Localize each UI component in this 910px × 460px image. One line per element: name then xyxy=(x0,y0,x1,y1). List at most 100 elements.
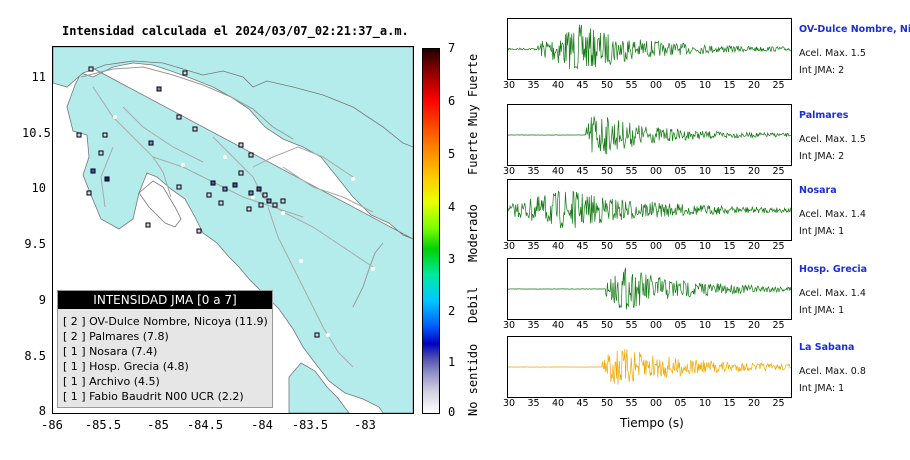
legend-title: INTENSIDAD JMA [0 a 7] xyxy=(58,291,272,309)
legend-row: [ 1 ] Fabio Baudrit N00 UCR (2.2) xyxy=(63,390,244,403)
trace-x-tick: 50 xyxy=(596,398,618,409)
colorbar-tick: 5 xyxy=(448,147,455,161)
trace-x-tick: 45 xyxy=(572,241,594,252)
trace-x-tick: 30 xyxy=(498,166,520,177)
trace-x-tick: 30 xyxy=(498,80,520,91)
trace-x-tick: 40 xyxy=(547,80,569,91)
trace-x-tick: 55 xyxy=(621,166,643,177)
station-name: Hosp. Grecia xyxy=(799,264,910,275)
legend-row: [ 1 ] Archivo (4.5) xyxy=(63,375,160,388)
colorbar-tick: 0 xyxy=(448,405,455,419)
trace-x-tick: 50 xyxy=(596,166,618,177)
trace-x-tick: 10 xyxy=(694,398,716,409)
station-accel: Acel. Max. 0.8 xyxy=(799,366,866,377)
trace-x-tick: 35 xyxy=(523,80,545,91)
station-accel: Acel. Max. 1.5 xyxy=(799,134,866,145)
trace-x-tick: 15 xyxy=(719,398,741,409)
colorbar-category: No sentido xyxy=(466,344,480,416)
legend-row: [ 2 ] Palmares (7.8) xyxy=(63,330,169,343)
station-name: OV-Dulce Nombre, Nicoya xyxy=(799,24,910,35)
trace-frame xyxy=(507,18,792,80)
colorbar-tick: 3 xyxy=(448,252,455,266)
station-jma: Int JMA: 2 xyxy=(799,65,844,76)
colorbar-category: Moderado xyxy=(466,204,480,262)
waveform xyxy=(508,259,791,319)
map-title: Intensidad calculada el 2024/03/07_02:21… xyxy=(62,24,409,38)
colorbar-category: Fuerte xyxy=(466,132,480,175)
trace-x-tick: 05 xyxy=(670,166,692,177)
trace-x-tick: 45 xyxy=(572,320,594,331)
trace-x-tick: 40 xyxy=(547,166,569,177)
map-x-tick: -84.5 xyxy=(180,418,230,432)
colorbar-tick: 4 xyxy=(448,200,455,214)
colorbar-tick: 2 xyxy=(448,304,455,318)
trace-x-tick: 25 xyxy=(768,166,790,177)
station-accel: Acel. Max. 1.4 xyxy=(799,209,866,220)
station-name: Nosara xyxy=(799,185,910,196)
trace-x-tick: 25 xyxy=(768,80,790,91)
map-y-tick: 11 xyxy=(22,70,46,84)
trace-x-tick: 25 xyxy=(768,241,790,252)
trace-x-tick: 20 xyxy=(743,241,765,252)
waveform xyxy=(508,337,791,397)
colorbar-category: Muy Fuerte xyxy=(466,54,480,126)
trace-x-tick: 50 xyxy=(596,320,618,331)
trace-x-tick: 55 xyxy=(621,398,643,409)
map-x-tick: -85 xyxy=(133,418,183,432)
waveform xyxy=(508,19,791,79)
trace-x-tick: 45 xyxy=(572,80,594,91)
trace-x-tick: 00 xyxy=(645,166,667,177)
trace-x-tick: 20 xyxy=(743,166,765,177)
trace-x-tick: 35 xyxy=(523,398,545,409)
trace-x-tick: 05 xyxy=(670,398,692,409)
trace-x-tick: 20 xyxy=(743,320,765,331)
colorbar-tick: 6 xyxy=(448,94,455,108)
legend-row: [ 1 ] Hosp. Grecia (4.8) xyxy=(63,360,189,373)
map-x-tick: -84 xyxy=(237,418,287,432)
trace-x-tick: 55 xyxy=(621,80,643,91)
waveform xyxy=(508,105,791,165)
colorbar-category: Debil xyxy=(466,287,480,323)
trace-x-tick: 30 xyxy=(498,320,520,331)
map-y-tick: 9 xyxy=(22,293,46,307)
trace-x-tick: 05 xyxy=(670,80,692,91)
trace-x-tick: 20 xyxy=(743,398,765,409)
trace-x-tick: 35 xyxy=(523,166,545,177)
trace-x-tick: 30 xyxy=(498,398,520,409)
trace-x-tick: 35 xyxy=(523,320,545,331)
map-y-tick: 8 xyxy=(22,404,46,418)
trace-x-tick: 30 xyxy=(498,241,520,252)
trace-x-tick: 00 xyxy=(645,398,667,409)
trace-x-tick: 40 xyxy=(547,398,569,409)
station-name: Palmares xyxy=(799,110,910,121)
trace-x-tick: 25 xyxy=(768,398,790,409)
map-x-tick: -83.5 xyxy=(285,418,335,432)
trace-frame xyxy=(507,179,792,241)
map-x-tick: -83 xyxy=(340,418,390,432)
station-accel: Acel. Max. 1.4 xyxy=(799,288,866,299)
station-jma: Int JMA: 1 xyxy=(799,226,844,237)
trace-x-tick: 55 xyxy=(621,241,643,252)
trace-x-tick: 10 xyxy=(694,320,716,331)
waveform xyxy=(508,180,791,240)
station-jma: Int JMA: 1 xyxy=(799,305,844,316)
trace-x-tick: 15 xyxy=(719,241,741,252)
map-y-tick: 9.5 xyxy=(22,237,46,251)
map-y-tick: 10.5 xyxy=(22,126,46,140)
trace-x-tick: 35 xyxy=(523,241,545,252)
colorbar-tick: 7 xyxy=(448,41,455,55)
trace-x-tick: 45 xyxy=(572,398,594,409)
trace-x-tick: 10 xyxy=(694,166,716,177)
trace-x-tick: 00 xyxy=(645,80,667,91)
trace-x-tick: 15 xyxy=(719,80,741,91)
trace-frame xyxy=(507,104,792,166)
trace-x-tick: 20 xyxy=(743,80,765,91)
map-x-tick: -85.5 xyxy=(78,418,128,432)
time-axis-title: Tiempo (s) xyxy=(620,416,684,430)
trace-x-tick: 40 xyxy=(547,320,569,331)
trace-x-tick: 50 xyxy=(596,80,618,91)
trace-x-tick: 40 xyxy=(547,241,569,252)
trace-x-tick: 05 xyxy=(670,320,692,331)
trace-frame xyxy=(507,258,792,320)
trace-x-tick: 45 xyxy=(572,166,594,177)
